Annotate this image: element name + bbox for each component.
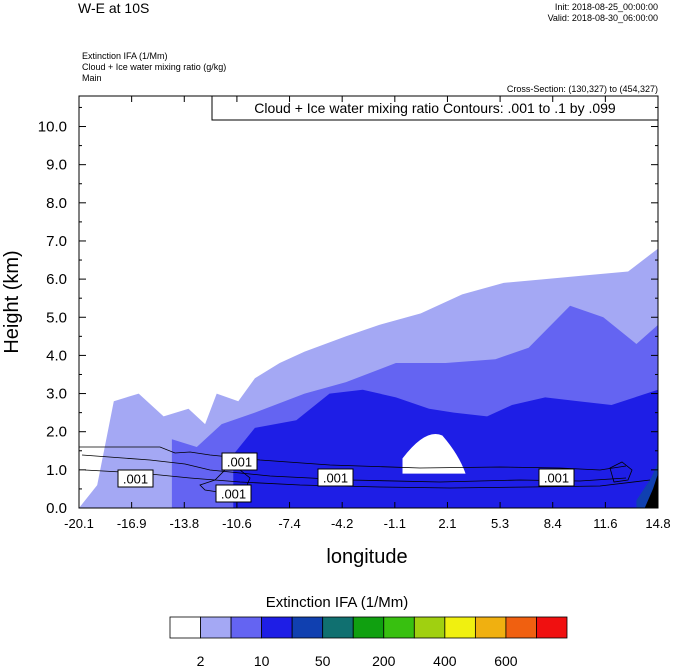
x-tick-label: 11.6 — [593, 516, 617, 531]
clear-pocket — [402, 433, 466, 474]
y-tick-label: 1.0 — [46, 462, 67, 479]
contour-label-box — [538, 468, 575, 487]
y-tick-label: 0.0 — [46, 500, 67, 517]
colorbar-swatch — [230, 616, 263, 639]
x-tick-label: -13.8 — [169, 516, 199, 531]
x-tick-label: -1.1 — [384, 516, 406, 531]
x-tick-label: -4.2 — [331, 516, 353, 531]
contour-label: .001 — [221, 487, 246, 502]
y-axis: 0.0 1.0 2.0 3.0 4.0 5.0 6.0 7.0 8.0 9.0 10.0 — [38, 106, 658, 517]
colorbar-label: 2 — [197, 653, 205, 667]
y-tick-label: 2.0 — [46, 424, 67, 441]
contour-line — [79, 446, 627, 471]
colorbar-swatch — [322, 616, 354, 639]
x-tick-label: -20.1 — [64, 516, 94, 531]
x-tick-label: 8.4 — [544, 516, 562, 531]
colorbar-swatch — [352, 616, 385, 639]
contour-label-box — [221, 452, 258, 471]
contour-info-box — [211, 95, 659, 121]
x-axis-label: longitude — [326, 546, 407, 568]
contour-label-box — [215, 484, 252, 503]
field-name-main: Main — [82, 73, 102, 83]
colorbar-swatch — [505, 616, 537, 639]
x-tick-label: -7.4 — [278, 516, 300, 531]
x-tick-label: 2.1 — [438, 516, 456, 531]
colorbar-swatch — [536, 616, 568, 639]
colorbar-label: 200 — [372, 653, 396, 667]
colorbar-label: 10 — [254, 653, 270, 667]
contour-label: .001 — [544, 471, 569, 486]
y-tick-label: 10.0 — [38, 119, 67, 136]
y-tick-label: 3.0 — [46, 386, 67, 403]
x-tick-label: -16.9 — [117, 516, 147, 531]
plot-title: W-E at 10S — [78, 0, 150, 16]
y-tick-label: 7.0 — [46, 233, 67, 250]
colorbar-swatch — [413, 616, 446, 639]
x-tick-label: 14.8 — [645, 516, 670, 531]
x-tick-label: 5.3 — [491, 516, 509, 531]
field-name-extinction: Extinction IFA (1/Mm) — [82, 51, 168, 61]
fill-level-2000 — [644, 473, 658, 508]
colorbar-swatch — [261, 616, 293, 639]
colorbar-label: 400 — [433, 653, 457, 667]
valid-time: Valid: 2018-08-30_06:00:00 — [547, 13, 658, 23]
colorbar-swatch — [383, 616, 415, 639]
contour-line — [199, 465, 251, 494]
fill-layers — [79, 248, 658, 508]
contour-label: .001 — [123, 472, 148, 487]
contour-labels: .001 .001 .001 .001 .001 — [117, 452, 575, 503]
cross-section-info: Cross-Section: (130,327) to (454,327) — [506, 84, 658, 94]
contour-label-box — [317, 468, 354, 487]
colorbar-label: 600 — [494, 653, 518, 667]
init-time: Init: 2018-08-25_00:00:00 — [554, 2, 658, 12]
colorbar-label: 50 — [315, 653, 331, 667]
x-tick-label: -10.6 — [222, 516, 252, 531]
colorbar-swatch — [444, 616, 476, 639]
x-axis: -20.1 -16.9 -13.8 -10.6 -7.4 -4.2 -1.1 2.1 5.3 8.… — [64, 96, 671, 531]
colorbar: 2 10 50 200 400 600 — [169, 616, 568, 667]
colorbar-swatch — [169, 616, 201, 639]
contour-label: .001 — [323, 471, 348, 486]
y-tick-label: 6.0 — [46, 271, 67, 288]
colorbar-swatch — [474, 616, 507, 639]
colorbar-swatch — [200, 616, 232, 639]
y-tick-label: 4.0 — [46, 347, 67, 364]
contour-info-text: Cloud + Ice water mixing ratio Contours:… — [254, 100, 616, 116]
y-axis-label: Height (km) — [1, 250, 23, 353]
y-tick-label: 9.0 — [46, 157, 67, 174]
contour-label-box — [117, 469, 154, 488]
contour-line — [609, 461, 633, 483]
contour-label: .001 — [227, 455, 252, 470]
colorbar-swatch — [291, 616, 324, 639]
y-tick-label: 8.0 — [46, 195, 67, 212]
colorbar-title: Extinction IFA (1/Mm) — [265, 594, 409, 611]
y-tick-label: 5.0 — [46, 309, 67, 326]
field-name-mixing-ratio: Cloud + Ice water mixing ratio (g/kg) — [82, 62, 227, 72]
